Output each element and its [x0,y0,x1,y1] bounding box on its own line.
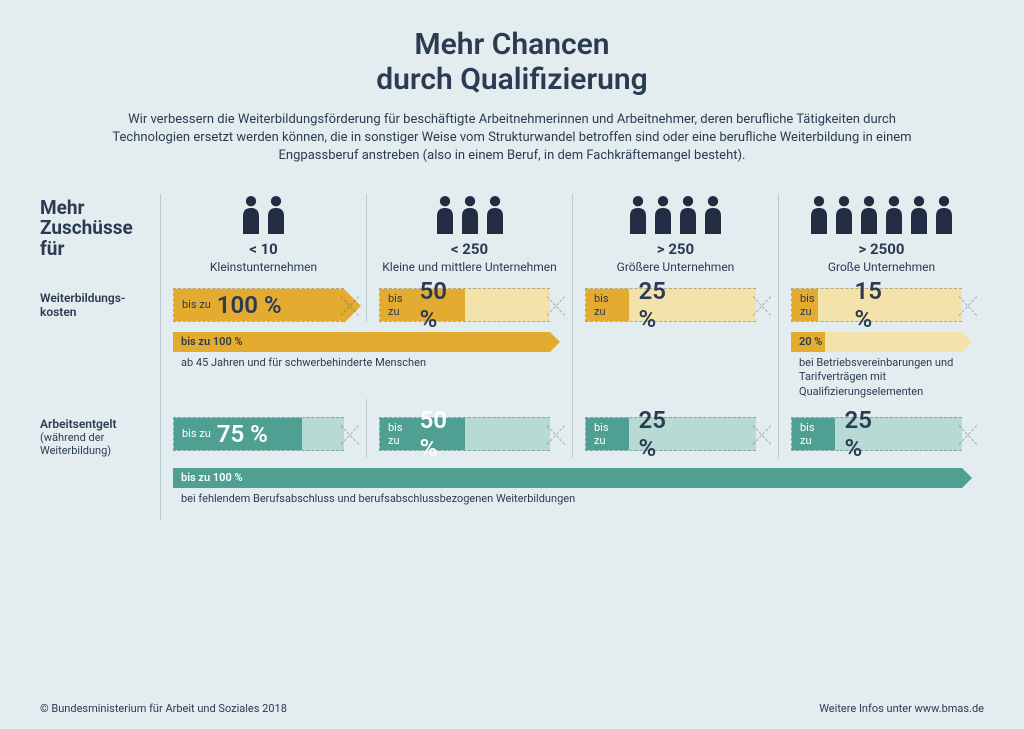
page-title: Mehr Chancen durch Qualifizierung [40,28,984,97]
wage-cell-2: bis zu 50 % [366,417,572,458]
wage-value: 25 % [845,406,872,462]
intro-text: Wir verbessern die Weiterbildungsförderu… [92,111,932,166]
prefix: bis zu [800,292,815,318]
training-cell-3: bis zu 25 % [572,288,778,322]
training-cell-2: bis zu 50 % [366,288,572,322]
extra-note: bei Betriebsvereinbarungen und Tarifvert… [791,356,962,399]
training-cell-1: bis zu 100 % [160,288,366,322]
training-bar: bis zu 100 % [173,288,344,322]
people-icons [581,194,770,234]
col-head-2: < 250 Kleine und mittlere Unternehmen [366,194,572,288]
extra-label: bis zu 100 % [181,471,243,484]
person-icon [808,196,830,234]
person-icon [702,196,724,234]
extra-note: bei fehlendem Berufsabschluss und berufs… [173,492,962,506]
people-icons [169,194,358,234]
prefix: bis zu [182,298,211,311]
left-heading: Mehr Zuschüsse für [40,194,160,288]
wage-extra: bis zu 100 % bei fehlendem Berufsabschlu… [160,458,984,520]
training-bar: bis zu 15 % [791,288,962,322]
col-head-3: > 250 Größere Unternehmen [572,194,778,288]
extra-note: ab 45 Jahren und für schwerbehinderte Me… [173,356,550,370]
prefix: bis zu [388,421,414,447]
wage-bar: bis zu 75 % [173,417,344,451]
person-icon [459,196,481,234]
main-grid: Mehr Zuschüsse für < 10 Kleinstunternehm… [40,194,984,520]
training-value: 50 % [420,277,465,333]
extra-label: 20 % [799,335,822,348]
count-label: > 2500 [787,240,976,258]
prefix: bis zu [182,427,211,440]
col-head-1: < 10 Kleinstunternehmen [160,194,366,288]
count-sub: Größere Unternehmen [581,260,770,274]
count-label: < 10 [169,240,358,258]
training-bar: bis zu 25 % [585,288,756,322]
person-icon [265,196,287,234]
wage-value: 75 % [217,420,268,448]
person-icon [652,196,674,234]
person-icon [484,196,506,234]
count-label: > 250 [581,240,770,258]
wage-cell-3: bis zu 25 % [572,417,778,458]
training-extra-1: bis zu 100 % ab 45 Jahren und für schwer… [160,322,572,399]
count-sub: Kleine und mittlere Unternehmen [375,260,564,274]
wage-cell-1: bis zu 75 % [160,417,366,458]
wage-value: 25 % [639,406,666,462]
prefix: bis zu [594,292,609,318]
extra-label: bis zu 100 % [181,335,243,348]
col-head-4: > 2500 Große Unternehmen [778,194,984,288]
wage-value: 50 % [420,406,465,462]
training-cell-4: bis zu 15 % [778,288,984,322]
wage-bar: bis zu 50 % [379,417,550,451]
person-icon [908,196,930,234]
row2-sublabel: (während der Weiterbildung) [40,431,150,457]
extra-bar: bis zu 100 % [173,468,962,488]
person-icon [677,196,699,234]
people-icons [375,194,564,234]
person-icon [627,196,649,234]
title-line-2: durch Qualifizierung [376,62,648,97]
left-heading-text: Mehr Zuschüsse für [40,196,133,261]
person-icon [240,196,262,234]
person-icon [434,196,456,234]
count-label: < 250 [375,240,564,258]
wage-bar: bis zu 25 % [791,417,962,451]
count-sub: Kleinstunternehmen [169,260,358,274]
extra-bar: 20 % [791,332,962,352]
training-bar: bis zu 50 % [379,288,550,322]
row1-label-text: Weiterbildungs-kosten [40,291,125,319]
training-value: 15 % [855,277,882,333]
wage-bar: bis zu 25 % [585,417,756,451]
people-icons [787,194,976,234]
prefix: bis zu [800,421,815,447]
training-extra-2: 20 % bei Betriebsvereinbarungen und Tari… [778,322,984,399]
training-value: 25 % [639,277,666,333]
prefix: bis zu [594,421,609,447]
prefix: bis zu [388,292,414,318]
count-sub: Große Unternehmen [787,260,976,274]
row1-label: Weiterbildungs-kosten [40,291,160,320]
title-line-1: Mehr Chancen [414,27,609,62]
person-icon [833,196,855,234]
extra-bar: bis zu 100 % [173,332,550,352]
training-value: 100 % [217,291,282,319]
footer-link: Weitere Infos unter www.bmas.de [819,702,984,715]
wage-cell-4: bis zu 25 % [778,417,984,458]
footer-copyright: © Bundesministerium für Arbeit und Sozia… [40,702,287,715]
person-icon [883,196,905,234]
person-icon [858,196,880,234]
row2-label: Arbeitsentgelt (während der Weiterbildun… [40,417,160,458]
footer: © Bundesministerium für Arbeit und Sozia… [40,702,984,715]
person-icon [933,196,955,234]
row2-label-text: Arbeitsentgelt [40,417,116,431]
